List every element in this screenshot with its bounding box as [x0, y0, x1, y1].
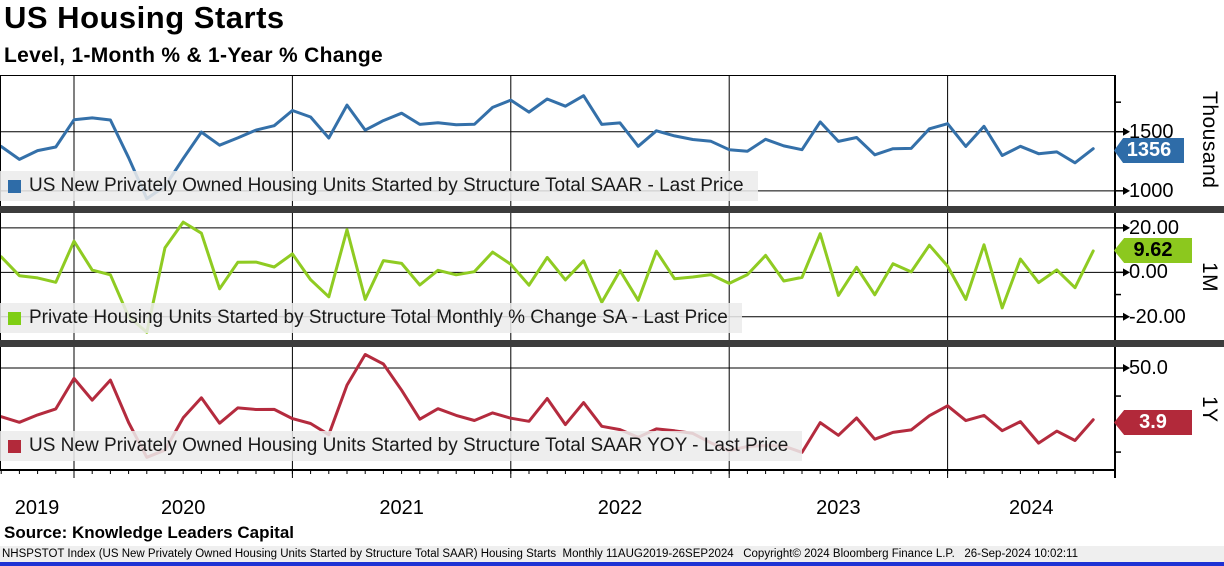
chart-subtitle: Level, 1-Month % & 1-Year % Change	[4, 44, 383, 67]
y-tick-label: 1500	[1129, 120, 1174, 143]
x-year-label: 2022	[597, 497, 643, 519]
last-price-badge-level: 1356	[1114, 138, 1184, 163]
axis-title-box-1y: 1Y	[1194, 349, 1224, 470]
x-year-label: 2024	[1009, 497, 1054, 519]
x-year-label: 2020	[160, 497, 206, 519]
legend-yoy-change[interactable]: US New Privately Owned Housing Units Sta…	[0, 431, 803, 461]
red-square-legend-icon	[8, 439, 21, 453]
green-square-legend-icon	[8, 311, 21, 325]
axis-arrowhead-icon	[1123, 312, 1130, 321]
axis-arrowhead-icon	[1123, 127, 1130, 136]
legend-monthly-change[interactable]: Private Housing Units Started by Structu…	[0, 303, 742, 333]
y-tick-label: 1000	[1129, 179, 1174, 202]
panel-divider	[0, 206, 1224, 213]
axis-title-box-level: Thousand	[1194, 75, 1224, 205]
axis-title-1m: 1M	[1198, 261, 1221, 293]
bottom-blue-bar	[0, 562, 1224, 566]
legend-yoy-change-label: US New Privately Owned Housing Units Sta…	[29, 435, 789, 456]
axis-arrowhead-icon	[1123, 186, 1130, 195]
x-year-label: 2021	[379, 497, 424, 519]
axis-arrowhead-icon	[1123, 364, 1130, 373]
series-line-yoy_pct_change	[0, 353, 1095, 459]
y-tick-label: 0.00	[1129, 261, 1168, 284]
source-line: Source: Knowledge Leaders Capital	[4, 523, 295, 542]
y-tick-label: 20.00	[1129, 216, 1180, 239]
series-line-monthly_pct_change	[0, 220, 1095, 334]
legend-level-label: US New Privately Owned Housing Units Sta…	[29, 175, 744, 196]
x-year-label: 2023	[816, 497, 861, 519]
y-tick-label: -20.00	[1129, 305, 1186, 328]
last-price-badge-yoy: 3.9	[1114, 410, 1192, 435]
footer-disclaimer: NHSPSTOT Index (US New Privately Owned H…	[0, 546, 1224, 562]
legend-monthly-change-label: Private Housing Units Started by Structu…	[29, 307, 728, 328]
last-price-badge-monthly: 9.62	[1114, 238, 1192, 263]
legend-level[interactable]: US New Privately Owned Housing Units Sta…	[0, 171, 758, 201]
axis-title-1y: 1Y	[1198, 396, 1221, 423]
chart-title: US Housing Starts	[4, 0, 285, 35]
blue-square-legend-icon	[8, 179, 21, 193]
series-line-level	[0, 94, 1095, 201]
panel-divider	[0, 340, 1224, 347]
axis-arrowhead-icon	[1123, 223, 1130, 232]
axis-title-box-1m: 1M	[1194, 215, 1224, 339]
x-year-label: 2019	[14, 497, 60, 519]
axis-arrowhead-icon	[1123, 268, 1130, 277]
y-tick-label: 50.0	[1129, 357, 1168, 380]
axis-title-thousand: Thousand	[1198, 91, 1221, 189]
